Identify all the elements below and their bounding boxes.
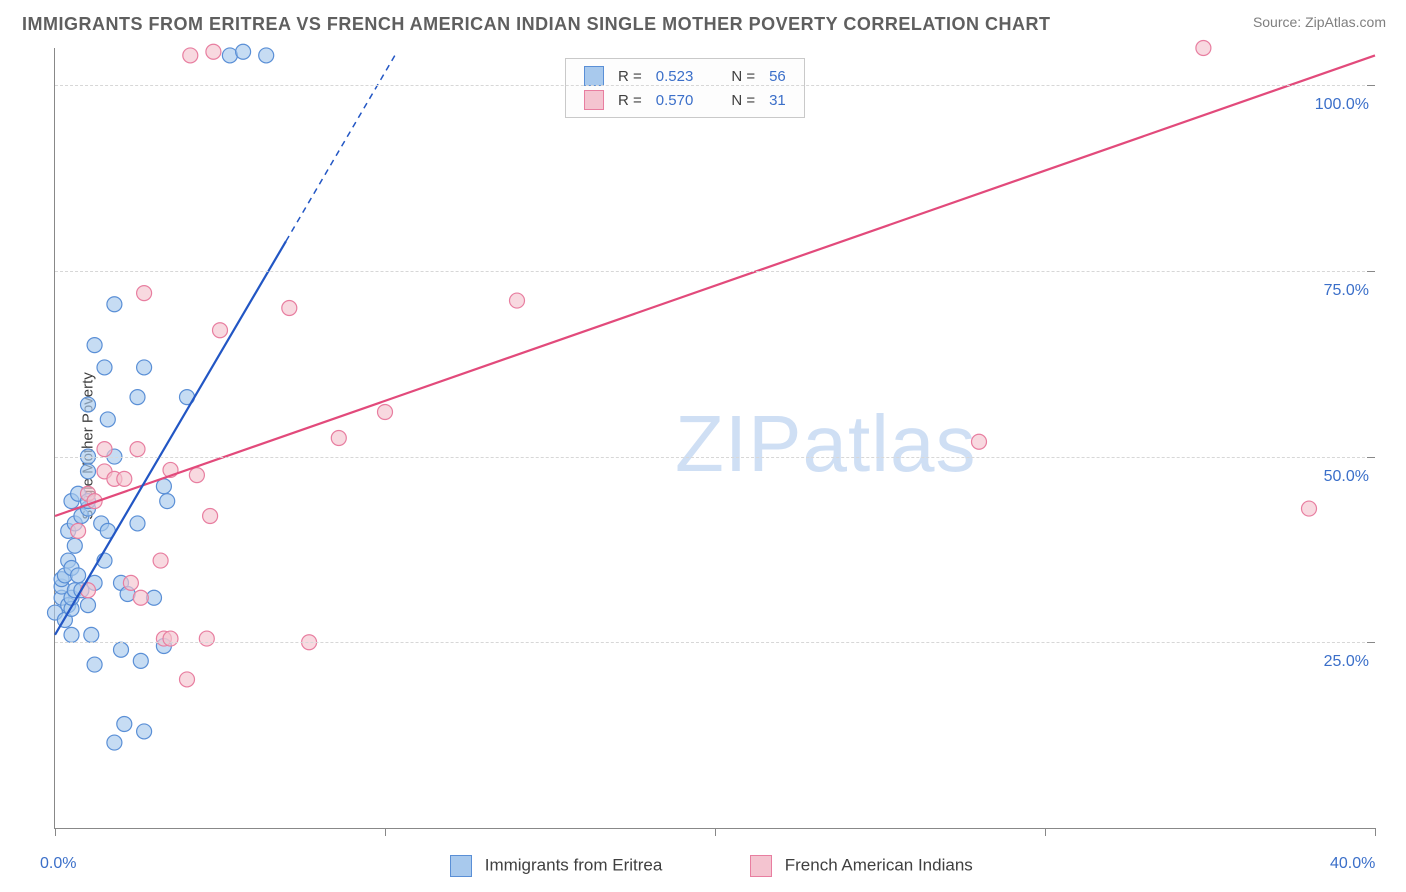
- series-legend: Immigrants from Eritrea: [450, 855, 662, 877]
- x-tick-max: 40.0%: [1330, 855, 1375, 873]
- data-point: [71, 568, 86, 583]
- r-value-french: 0.570: [650, 89, 700, 111]
- data-point: [100, 412, 115, 427]
- data-point: [130, 442, 145, 457]
- r-value-eritrea: 0.523: [650, 65, 700, 87]
- data-point: [153, 553, 168, 568]
- data-point: [117, 717, 132, 732]
- data-point: [213, 323, 228, 338]
- y-tick-label: 25.0%: [1324, 653, 1379, 671]
- data-point: [378, 405, 393, 420]
- y-tick-mark: [1367, 85, 1375, 86]
- data-point: [71, 523, 86, 538]
- x-tick-mark: [1045, 828, 1046, 836]
- swatch-eritrea: [584, 66, 604, 86]
- data-point: [236, 44, 251, 59]
- gridline: [55, 271, 1375, 272]
- source-attribution: Source: ZipAtlas.com: [1253, 14, 1386, 30]
- x-tick-mark: [385, 828, 386, 836]
- data-point: [203, 509, 218, 524]
- data-point: [87, 657, 102, 672]
- data-point: [117, 471, 132, 486]
- y-tick-mark: [1367, 457, 1375, 458]
- y-tick-mark: [1367, 271, 1375, 272]
- trend-line-eritrea: [55, 241, 286, 635]
- data-point: [259, 48, 274, 63]
- legend-row-french: R = 0.570 N = 31: [578, 89, 792, 111]
- data-point: [137, 286, 152, 301]
- n-value-eritrea: 56: [763, 65, 792, 87]
- y-tick-label: 50.0%: [1324, 468, 1379, 486]
- scatter-svg: [55, 48, 1375, 828]
- data-point: [81, 464, 96, 479]
- legend-label-french: French American Indians: [785, 855, 973, 874]
- data-point: [81, 397, 96, 412]
- data-point: [163, 631, 178, 646]
- data-point: [87, 338, 102, 353]
- gridline: [55, 457, 1375, 458]
- n-label: N =: [725, 65, 761, 87]
- swatch-french: [584, 90, 604, 110]
- r-label: R =: [612, 89, 648, 111]
- data-point: [107, 735, 122, 750]
- data-point: [130, 390, 145, 405]
- swatch-eritrea: [450, 855, 472, 877]
- data-point: [206, 44, 221, 59]
- data-point: [282, 301, 297, 316]
- data-point: [114, 642, 129, 657]
- series-legend: French American Indians: [750, 855, 973, 877]
- data-point: [156, 479, 171, 494]
- y-tick-label: 100.0%: [1315, 96, 1379, 114]
- n-value-french: 31: [763, 89, 792, 111]
- data-point: [331, 431, 346, 446]
- data-point: [510, 293, 525, 308]
- data-point: [67, 538, 82, 553]
- data-point: [189, 468, 204, 483]
- chart-title: IMMIGRANTS FROM ERITREA VS FRENCH AMERIC…: [22, 14, 1051, 35]
- data-point: [97, 442, 112, 457]
- y-tick-label: 75.0%: [1324, 282, 1379, 300]
- y-tick-mark: [1367, 642, 1375, 643]
- x-tick-mark: [715, 828, 716, 836]
- data-point: [123, 575, 138, 590]
- data-point: [1196, 41, 1211, 56]
- data-point: [133, 590, 148, 605]
- data-point: [84, 627, 99, 642]
- x-tick-mark: [1375, 828, 1376, 836]
- data-point: [137, 360, 152, 375]
- data-point: [160, 494, 175, 509]
- data-point: [81, 583, 96, 598]
- trend-line-eritrea-dash: [286, 55, 395, 241]
- data-point: [133, 653, 148, 668]
- legend-label-eritrea: Immigrants from Eritrea: [485, 855, 663, 874]
- data-point: [183, 48, 198, 63]
- data-point: [97, 360, 112, 375]
- correlation-legend: R = 0.523 N = 56 R = 0.570 N = 31: [565, 58, 805, 118]
- trend-line-french: [55, 55, 1375, 516]
- x-tick-mark: [55, 828, 56, 836]
- data-point: [137, 724, 152, 739]
- gridline: [55, 642, 1375, 643]
- data-point: [81, 598, 96, 613]
- data-point: [180, 672, 195, 687]
- r-label: R =: [612, 65, 648, 87]
- gridline: [55, 85, 1375, 86]
- plot-area: ZIPatlas R = 0.523 N = 56 R = 0.570 N = …: [54, 48, 1375, 829]
- data-point: [199, 631, 214, 646]
- data-point: [107, 297, 122, 312]
- swatch-french: [750, 855, 772, 877]
- x-tick-min: 0.0%: [40, 855, 76, 873]
- data-point: [1302, 501, 1317, 516]
- n-label: N =: [725, 89, 761, 111]
- data-point: [64, 627, 79, 642]
- data-point: [130, 516, 145, 531]
- data-point: [972, 434, 987, 449]
- legend-row-eritrea: R = 0.523 N = 56: [578, 65, 792, 87]
